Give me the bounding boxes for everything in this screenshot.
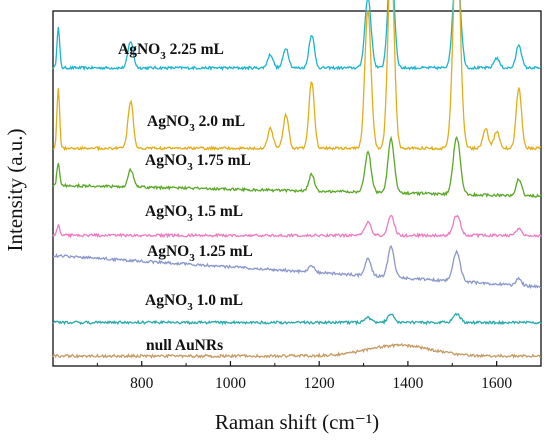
series-label-4: AgNO3 1.25 mL [147, 243, 253, 264]
series-lines [52, 0, 542, 359]
plot-area-frame [52, 10, 542, 367]
series-line-2 [52, 135, 542, 198]
series-line-5 [52, 312, 542, 326]
x-tick-label: 1000 [215, 375, 246, 392]
y-axis-title: Intensity (a.u.) [3, 128, 27, 251]
x-tick-label: 800 [130, 375, 154, 392]
series-label-5: AgNO3 1.0 mL [145, 292, 243, 313]
series-label-0: AgNO3 2.25 mL [118, 41, 224, 62]
series-label-3: AgNO3 1.5 mL [145, 203, 243, 224]
x-axis-title: Raman shift (cm⁻¹) [215, 410, 379, 434]
series-label-2: AgNO3 1.75 mL [145, 152, 251, 173]
series-label-6: null AuNRs [146, 337, 223, 354]
x-axis-ticks: 800 1000 1200 1400 1600 [96, 361, 542, 392]
series-line-6 [52, 342, 542, 359]
series-label-1: AgNO3 2.0 mL [147, 113, 245, 134]
x-tick-label: 1400 [392, 375, 423, 392]
x-tick-label: 1600 [481, 375, 512, 392]
series-line-3 [52, 214, 542, 239]
x-tick-label: 1200 [304, 375, 335, 392]
series-labels: AgNO3 2.25 mL AgNO3 2.0 mL AgNO3 1.75 mL Ag… [118, 41, 253, 354]
series-line-1 [52, 0, 542, 152]
series-line-0 [52, 0, 542, 72]
series-line-4 [52, 245, 542, 290]
